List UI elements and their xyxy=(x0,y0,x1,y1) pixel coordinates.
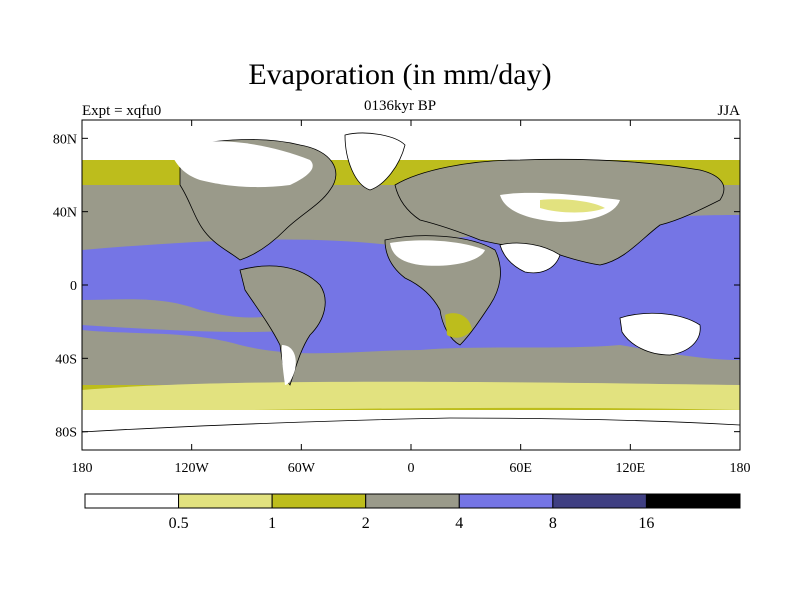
colorbar-swatch xyxy=(365,493,460,509)
x-tick-label: 120W xyxy=(175,461,210,476)
y-tick-label: 80N xyxy=(53,132,77,147)
x-tick-label: 120E xyxy=(616,461,646,476)
x-tick-label: 0 xyxy=(408,461,415,476)
x-tick-label: 60W xyxy=(288,461,316,476)
y-tick-label: 40S xyxy=(55,352,77,367)
colorbar-label: 1 xyxy=(268,515,276,532)
x-axis: 180 120W 60W 0 60E 120E 180 xyxy=(72,120,751,476)
experiment-label: Expt = xqfu0 xyxy=(82,103,162,119)
colorbar-swatch xyxy=(271,493,367,509)
colorbar-label: 2 xyxy=(362,515,370,532)
colorbar-label: 16 xyxy=(638,515,654,532)
x-tick-label: 180 xyxy=(730,461,751,476)
x-tick-label: 60E xyxy=(509,461,532,476)
y-axis: 80N 40N 0 40S 80S xyxy=(53,132,740,441)
y-tick-label: 80S xyxy=(55,426,77,441)
y-tick-label: 40N xyxy=(53,206,77,221)
colorbar-swatch xyxy=(84,493,180,509)
colorbar-swatch xyxy=(645,493,741,509)
period-label: 0136kyr BP xyxy=(363,98,437,114)
y-tick-label: 0 xyxy=(70,279,77,294)
colorbar-swatch xyxy=(178,493,273,509)
colorbar-label: 4 xyxy=(455,515,463,532)
colorbar-swatch xyxy=(552,493,647,509)
x-tick-label: 180 xyxy=(72,461,93,476)
map-field xyxy=(82,120,740,450)
map-title: Evaporation (in mm/day) xyxy=(248,58,552,91)
colorbar-label: 8 xyxy=(549,515,557,532)
colorbar-swatch xyxy=(458,493,554,509)
colorbar: 0.5 1 2 4 8 16 xyxy=(84,493,741,532)
colorbar-label: 0.5 xyxy=(169,515,189,532)
season-label: JJA xyxy=(717,103,740,119)
